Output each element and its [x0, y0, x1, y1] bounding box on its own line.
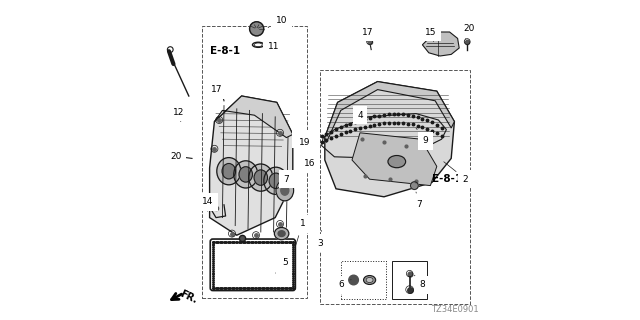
- Polygon shape: [214, 96, 292, 138]
- Bar: [340, 261, 385, 299]
- Text: 8: 8: [415, 275, 425, 289]
- Text: FR.: FR.: [179, 289, 199, 305]
- Text: 20: 20: [170, 152, 182, 161]
- Text: 19: 19: [299, 138, 310, 147]
- Ellipse shape: [312, 163, 318, 167]
- Text: 9: 9: [416, 128, 428, 145]
- Text: 7: 7: [416, 192, 422, 209]
- Ellipse shape: [276, 180, 294, 201]
- Bar: [202, 26, 307, 298]
- Text: 3: 3: [317, 230, 323, 248]
- Polygon shape: [352, 133, 437, 186]
- Text: 1: 1: [295, 220, 305, 247]
- Text: 2: 2: [444, 162, 468, 184]
- Polygon shape: [422, 32, 460, 56]
- Text: E-8-1: E-8-1: [210, 46, 240, 56]
- Polygon shape: [210, 96, 292, 235]
- Text: 14: 14: [202, 197, 213, 211]
- Text: 17: 17: [211, 85, 223, 94]
- Polygon shape: [325, 82, 454, 197]
- Text: E-8-1: E-8-1: [432, 174, 462, 184]
- Text: TZ34E0901: TZ34E0901: [431, 305, 479, 314]
- Text: 13: 13: [297, 135, 308, 144]
- Ellipse shape: [364, 276, 376, 284]
- Ellipse shape: [316, 166, 321, 169]
- Ellipse shape: [269, 173, 283, 188]
- Text: 17: 17: [362, 28, 373, 42]
- Ellipse shape: [275, 228, 289, 240]
- Ellipse shape: [234, 161, 258, 188]
- Text: 16: 16: [304, 159, 316, 168]
- Ellipse shape: [278, 231, 285, 236]
- Polygon shape: [325, 82, 454, 142]
- Circle shape: [300, 150, 303, 154]
- Circle shape: [300, 153, 304, 157]
- Bar: [320, 70, 470, 304]
- Text: 18: 18: [299, 144, 310, 153]
- Circle shape: [411, 182, 419, 189]
- Text: 7: 7: [275, 175, 289, 189]
- Ellipse shape: [281, 186, 289, 195]
- Text: 6: 6: [338, 280, 351, 289]
- Bar: [300, 139, 304, 146]
- Ellipse shape: [366, 277, 373, 283]
- Circle shape: [349, 275, 358, 285]
- Text: 4: 4: [357, 111, 363, 128]
- Ellipse shape: [388, 156, 406, 168]
- Text: 12: 12: [173, 108, 184, 122]
- Ellipse shape: [264, 167, 288, 194]
- Ellipse shape: [254, 170, 268, 185]
- Ellipse shape: [249, 164, 273, 191]
- Bar: [392, 261, 428, 299]
- Text: 11: 11: [267, 42, 279, 51]
- Ellipse shape: [222, 164, 236, 179]
- Text: 20: 20: [463, 24, 474, 38]
- Text: 10: 10: [268, 16, 287, 28]
- Ellipse shape: [217, 158, 241, 185]
- Circle shape: [250, 22, 264, 36]
- Text: 5: 5: [275, 258, 287, 273]
- Ellipse shape: [239, 167, 252, 182]
- Text: 15: 15: [425, 28, 436, 42]
